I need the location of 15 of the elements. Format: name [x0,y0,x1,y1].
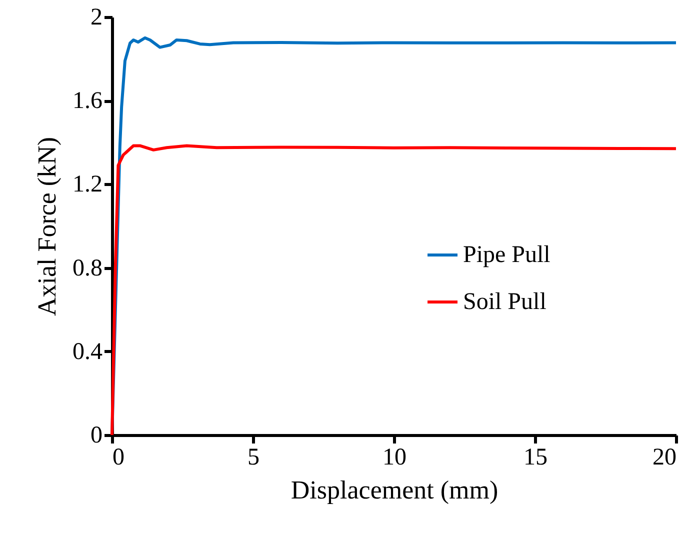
x-tick-label: 15 [524,444,548,470]
y-tick-label: 2 [90,4,102,30]
y-tick-label: 0.8 [72,255,102,282]
x-tick-label: 10 [382,444,406,470]
x-tick-label: 0 [112,444,124,470]
x-tick-label: 5 [248,444,260,470]
legend-label: Pipe Pull [463,242,551,268]
legend-label: Soil Pull [463,289,547,316]
y-tick-label: 0.4 [72,338,102,365]
y-tick-label: 0 [90,422,102,448]
y-tick-label: 1.2 [72,172,102,198]
y-tick-label: 1.6 [72,88,102,114]
y-axis-title: Axial Force (kN) [32,136,62,316]
x-tick-label: 20 [652,444,676,470]
x-axis-title: Displacement (mm) [290,476,498,504]
